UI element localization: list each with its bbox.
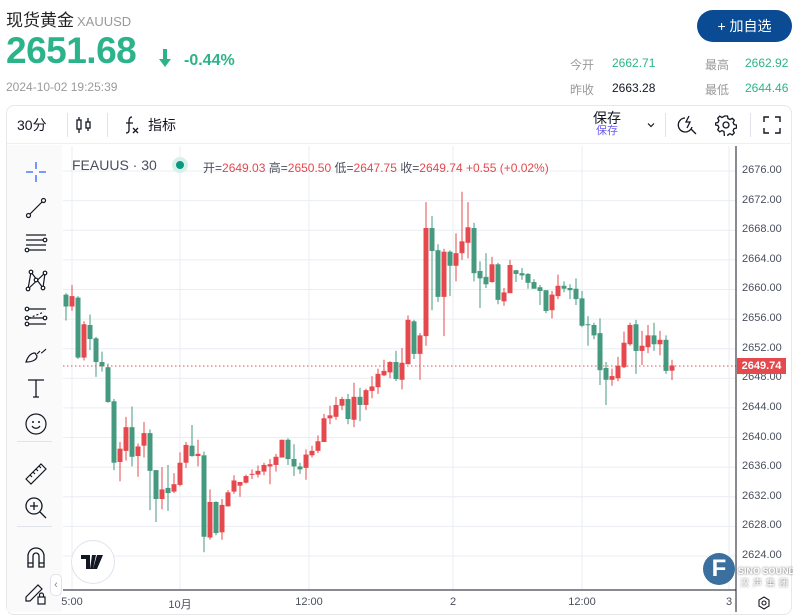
- market-status-dot: [172, 157, 188, 173]
- change-percent: -0.44%: [184, 52, 235, 69]
- toolbar-divider: [107, 113, 108, 137]
- open-label: 开=: [203, 161, 223, 175]
- change-value: +0.55 (+0.02%): [466, 161, 549, 175]
- high-label: 高=: [268, 161, 288, 175]
- arrow-down-icon: [159, 49, 171, 67]
- fib-retracement-icon[interactable]: [24, 305, 48, 329]
- text-icon[interactable]: [24, 376, 48, 400]
- instrument-name: 现货黄金: [6, 11, 74, 30]
- fullscreen-icon: [763, 116, 781, 134]
- price-tick-label: 2668.00: [742, 223, 782, 236]
- horizontal-lines-icon[interactable]: [24, 231, 48, 255]
- stat-open: 2662.71: [612, 56, 656, 70]
- price-tick-label: 2636.00: [742, 460, 782, 473]
- price-tick-label: 2624.00: [742, 549, 782, 561]
- collapse-toolbar-button[interactable]: ‹: [50, 574, 62, 596]
- pattern-icon[interactable]: [24, 268, 48, 292]
- low-label: 低=: [334, 161, 354, 175]
- toolbar-divider: [750, 113, 751, 137]
- watermark-brand-cn: 汉声集团: [740, 578, 793, 588]
- tradingview-logo[interactable]: [71, 540, 115, 584]
- chart-legend: FEAUUS · 30: [72, 157, 157, 173]
- lightning-search-icon: [677, 115, 697, 135]
- magnet-icon[interactable]: [24, 545, 48, 569]
- high-value: 2650.50: [287, 161, 332, 175]
- candles-icon: [76, 117, 91, 133]
- save-button[interactable]: 保存 保存: [593, 106, 621, 144]
- price-tick-label: 2628.00: [742, 519, 782, 532]
- fullscreen-button[interactable]: [762, 106, 782, 144]
- instrument-symbol: XAUUSD: [77, 14, 132, 29]
- timestamp: 2024-10-02 19:25:39: [6, 80, 118, 94]
- low-value: 2647.75: [353, 161, 397, 175]
- toolbar-divider: [67, 113, 68, 137]
- settings-button[interactable]: [715, 106, 737, 144]
- price-tick-label: 2652.00: [742, 341, 782, 354]
- gear-icon: [715, 115, 737, 136]
- chevron-down-icon: [647, 123, 655, 128]
- chart-widget: [6, 105, 792, 615]
- save-sublabel: 保存: [596, 125, 618, 137]
- toolbar-divider: [665, 113, 666, 137]
- trend-line-icon[interactable]: [24, 196, 48, 220]
- stat-label: 今开: [570, 58, 595, 72]
- close-label: 收=: [400, 161, 420, 175]
- close-value: 2649.74: [419, 161, 463, 175]
- current-price-label: 2649.74: [737, 358, 786, 374]
- drawing-toolbar: [7, 145, 62, 612]
- stat-prev-close: 2663.28: [612, 81, 656, 95]
- stat-label: 最高: [705, 58, 730, 72]
- time-tick-label: 3: [725, 596, 733, 608]
- quick-search-button[interactable]: [677, 106, 699, 144]
- watermark-brand: SINO SOUND: [738, 566, 793, 576]
- price-tick-label: 2660.00: [742, 282, 782, 295]
- time-tick-label: 10月: [168, 599, 192, 611]
- stat-high: 2662.92: [745, 56, 789, 70]
- lock-drawing-icon[interactable]: [24, 581, 48, 605]
- stat-label: 昨收: [570, 83, 595, 97]
- brush-icon[interactable]: [24, 341, 48, 365]
- watermark-letter: F: [711, 555, 727, 582]
- price-tick-label: 2644.00: [742, 400, 782, 413]
- save-label: 保存: [593, 110, 621, 126]
- indicators-label: 指标: [148, 117, 176, 133]
- time-tick-label: 2: [449, 596, 457, 608]
- ruler-icon[interactable]: [24, 462, 48, 486]
- time-tick-label: 12:00: [568, 596, 596, 608]
- interval-button[interactable]: 30分: [17, 117, 47, 133]
- open-value: 2649.03: [222, 161, 266, 175]
- ohlc-readout: 开=2649.03 高=2650.50 低=2647.75 收=2649.74 …: [203, 159, 549, 176]
- price-tick-label: 2648.00: [742, 371, 782, 384]
- price-tick-label: 2664.00: [742, 252, 782, 265]
- toolbar-divider: [17, 526, 52, 527]
- chart-type-button[interactable]: [75, 106, 93, 144]
- price-tick-label: 2672.00: [742, 193, 782, 206]
- time-tick-label: 12:00: [295, 596, 323, 608]
- stat-low: 2644.46: [745, 81, 789, 95]
- axis-settings-icon[interactable]: [757, 596, 771, 610]
- watermark-logo: F: [703, 553, 735, 585]
- price-tick-label: 2676.00: [742, 164, 782, 176]
- fx-icon: [125, 116, 139, 134]
- toolbar-divider: [17, 441, 52, 442]
- emoji-icon[interactable]: [24, 412, 48, 436]
- add-to-watchlist-button[interactable]: + 加自选: [697, 10, 792, 42]
- price-tick-label: 2640.00: [742, 430, 782, 443]
- save-menu-button[interactable]: [645, 106, 657, 144]
- zoom-in-icon[interactable]: [24, 496, 48, 520]
- time-tick-label: 5:00: [61, 596, 83, 608]
- instrument-title: 现货黄金 XAUUSD: [6, 6, 131, 31]
- price-tick-label: 2656.00: [742, 312, 782, 325]
- legend-symbol: FEAUUS · 30: [72, 157, 157, 173]
- tradingview-logo-icon: [81, 555, 103, 569]
- crosshair-icon[interactable]: [24, 160, 48, 184]
- last-price: 2651.68: [6, 30, 137, 71]
- stat-label: 最低: [705, 83, 730, 97]
- chart-toolbar: 30分 指标 保存 保存: [7, 106, 792, 144]
- price-tick-label: 2632.00: [742, 489, 782, 502]
- indicators-button[interactable]: 指标: [123, 106, 176, 144]
